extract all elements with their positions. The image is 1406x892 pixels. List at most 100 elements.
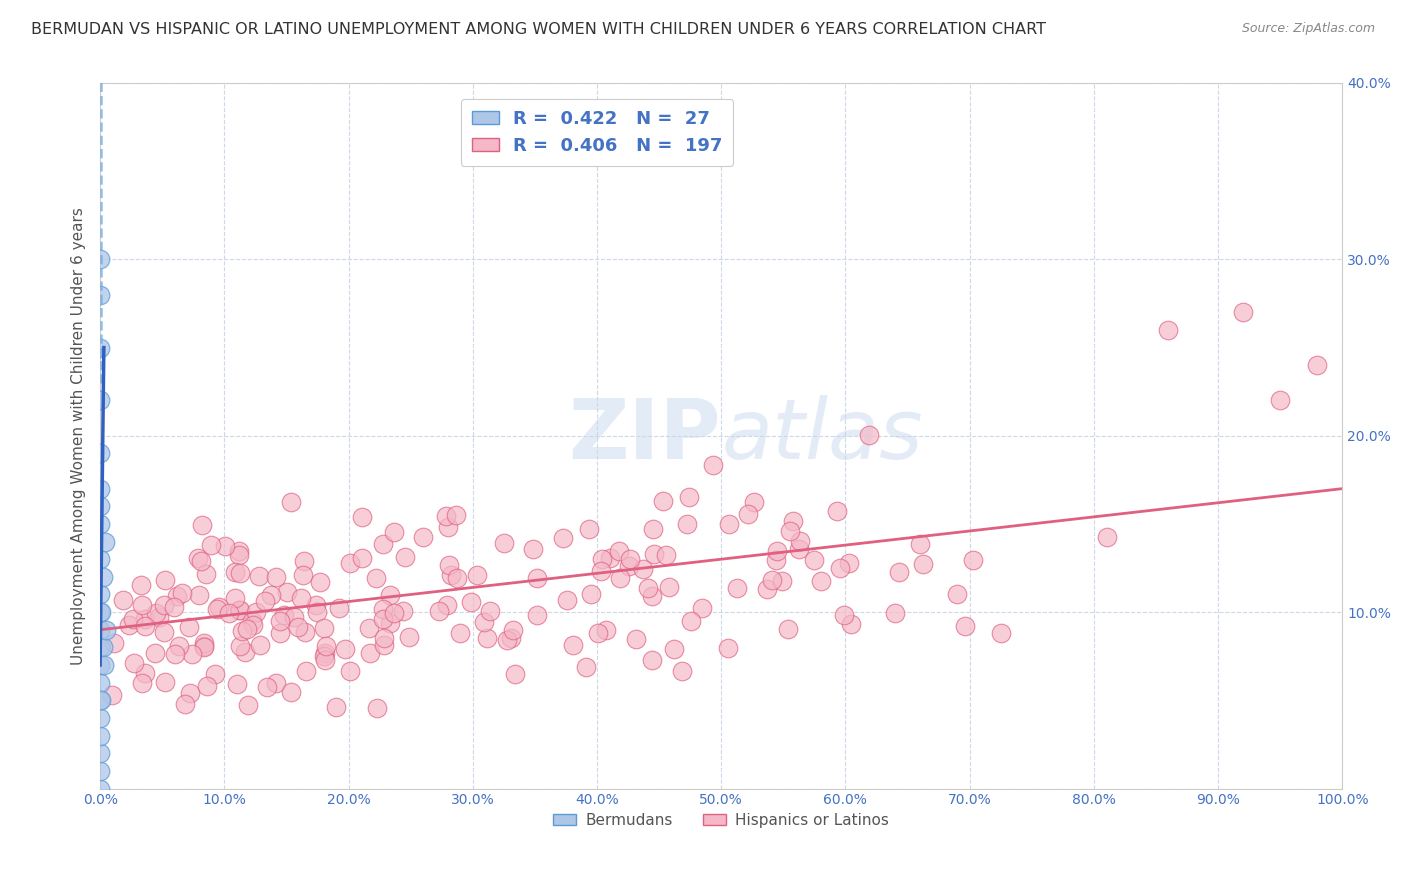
Point (446, 571, 468, 585)
Point (475, 631, 498, 645)
Point (671, 664, 693, 678)
Point (89, 552, 111, 566)
Point (249, 638, 271, 652)
Point (89, 482, 111, 496)
Point (652, 494, 675, 508)
Point (314, 653, 336, 667)
Point (89, 675, 111, 690)
Point (195, 679, 218, 693)
Point (472, 615, 495, 629)
Point (526, 607, 548, 622)
Point (91, 570, 114, 584)
Point (169, 640, 191, 654)
Point (269, 626, 291, 640)
Point (460, 594, 482, 608)
Point (166, 590, 188, 604)
Point (679, 614, 702, 628)
Point (575, 660, 598, 674)
Point (373, 638, 395, 652)
Point (1232, 305, 1254, 319)
Point (562, 638, 585, 652)
Point (89, 623, 111, 637)
Point (803, 553, 825, 567)
Point (359, 646, 381, 660)
Point (555, 593, 578, 607)
Point (228, 544, 250, 558)
Point (89, 711, 111, 725)
Point (163, 600, 186, 615)
Point (94, 534, 117, 549)
Point (228, 548, 250, 562)
Point (325, 699, 347, 714)
Point (412, 530, 434, 544)
Point (1268, 393, 1291, 408)
Point (172, 585, 194, 599)
Point (89, 605, 111, 619)
Point (247, 568, 270, 582)
Point (502, 624, 524, 638)
Point (177, 620, 200, 634)
Point (89, 693, 111, 707)
Point (256, 680, 278, 694)
Point (350, 551, 373, 566)
Point (619, 552, 641, 566)
Point (887, 565, 910, 579)
Point (153, 624, 176, 639)
Point (225, 677, 247, 691)
Point (208, 600, 231, 615)
Point (163, 647, 186, 661)
Text: BERMUDAN VS HISPANIC OR LATINO UNEMPLOYMENT AMONG WOMEN WITH CHILDREN UNDER 6 YE: BERMUDAN VS HISPANIC OR LATINO UNEMPLOYM… (31, 22, 1046, 37)
Point (782, 514, 804, 528)
Point (756, 582, 779, 596)
Point (228, 603, 250, 617)
Point (93, 658, 115, 673)
Point (434, 509, 457, 524)
Point (690, 601, 713, 615)
Point (224, 591, 246, 606)
Point (328, 601, 350, 615)
Point (187, 551, 209, 566)
Point (581, 587, 603, 601)
Point (89, 781, 111, 796)
Point (339, 556, 361, 570)
Point (333, 642, 356, 657)
Point (357, 620, 380, 634)
Point (89, 393, 111, 408)
Point (312, 621, 335, 635)
Point (832, 607, 855, 622)
Point (89, 287, 111, 301)
Point (591, 564, 613, 578)
Point (382, 606, 405, 620)
Point (231, 624, 253, 639)
Point (373, 537, 395, 551)
Point (742, 495, 765, 509)
Point (218, 606, 240, 620)
Point (654, 548, 676, 562)
Text: Source: ZipAtlas.com: Source: ZipAtlas.com (1241, 22, 1375, 36)
Point (624, 632, 647, 647)
Point (858, 428, 880, 442)
Point (134, 619, 156, 633)
Point (378, 616, 401, 631)
Point (702, 458, 724, 472)
Point (245, 605, 267, 619)
Point (129, 578, 152, 592)
Point (89, 587, 111, 601)
Point (224, 565, 246, 579)
Point (607, 544, 630, 558)
Point (339, 665, 361, 679)
Point (787, 541, 810, 556)
Point (148, 610, 170, 624)
Point (214, 539, 236, 553)
Point (439, 567, 461, 582)
Point (366, 701, 388, 715)
Point (122, 656, 145, 670)
Point (111, 592, 134, 607)
Point (364, 571, 387, 585)
Point (122, 612, 145, 626)
Point (553, 531, 575, 545)
Point (725, 581, 748, 595)
Point (609, 571, 631, 585)
Point (233, 645, 256, 659)
Point (308, 574, 330, 589)
